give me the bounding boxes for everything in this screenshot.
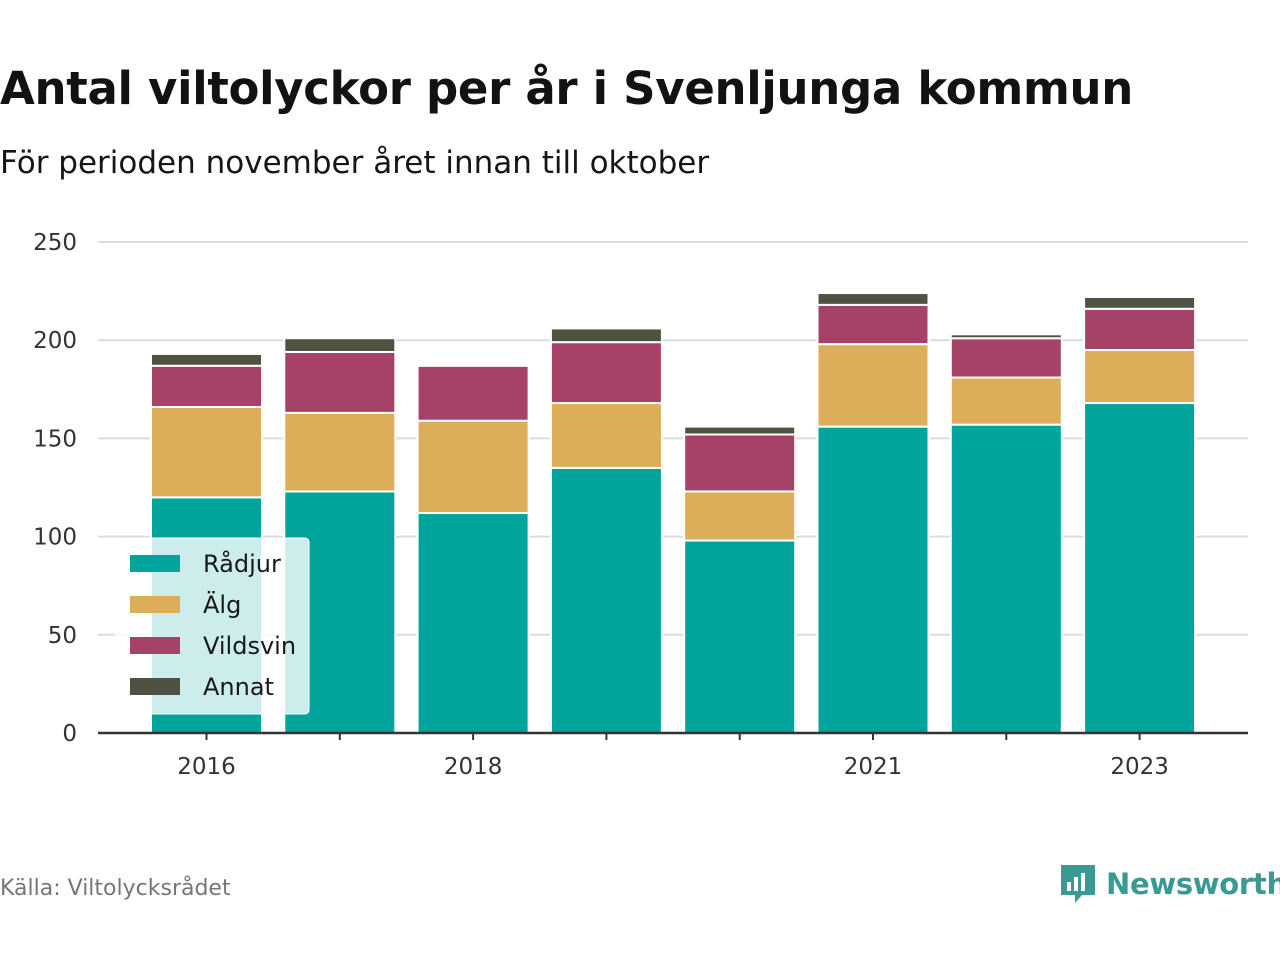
bar-segment [283, 350, 397, 414]
bar-segment [150, 352, 263, 367]
bar-segment [816, 343, 930, 428]
bar-segment [1083, 295, 1197, 310]
bar-chart-logo-icon [1061, 865, 1095, 903]
bar-segment [549, 466, 663, 734]
page-title: Antal viltolyckor per år i Svenljunga ko… [0, 62, 1134, 115]
legend-box [114, 537, 310, 715]
bar-segment [683, 425, 797, 436]
bar-segment [816, 292, 930, 306]
bar-segment [683, 433, 797, 493]
bar-segment [816, 303, 930, 346]
bar-segment [1083, 402, 1197, 734]
bar-segment [283, 411, 397, 493]
bar-segment [283, 337, 397, 353]
legend-swatch [130, 596, 180, 613]
legend-swatch [130, 637, 180, 654]
x-tick-label: 2016 [177, 754, 236, 780]
bar-segment [949, 333, 1063, 340]
bar-segment [549, 402, 663, 469]
x-tick-label: 2018 [444, 754, 503, 780]
bar-segment [949, 376, 1063, 426]
legend-label: Vildsvin [203, 632, 296, 660]
y-tick-label: 50 [48, 623, 77, 649]
bar-segment [1083, 349, 1197, 405]
x-tick-label: 2021 [844, 754, 903, 780]
y-tick-label: 200 [33, 328, 77, 354]
y-tick-label: 100 [33, 525, 77, 551]
bar-segment [416, 512, 530, 734]
legend-label: Älg [203, 590, 241, 619]
x-axis-tick-labels: 2016 2018 2021 2023 [177, 754, 1169, 780]
bar-segment [683, 490, 797, 542]
bar-segment [150, 364, 263, 408]
bar-segment [1083, 307, 1197, 352]
bar-segment [949, 337, 1063, 379]
bar-segment [683, 539, 797, 735]
page-subtitle: För perioden november året innan till ok… [0, 145, 710, 181]
legend-label: Rådjur [203, 549, 281, 578]
legend[interactable]: Rådjur Älg Vildsvin Annat [114, 537, 310, 715]
bar-segment [549, 327, 663, 344]
legend-swatch [130, 555, 180, 572]
brand[interactable]: Newsworthy [1058, 862, 1280, 906]
x-tick-label: 2023 [1110, 754, 1169, 780]
y-axis-tick-labels: 0 50 100 150 200 250 [33, 230, 77, 747]
bar-segment [150, 405, 263, 499]
legend-swatch [130, 678, 180, 695]
legend-label: Annat [203, 673, 274, 701]
bar-segment [816, 425, 930, 734]
brand-name: Newsworthy [1106, 867, 1280, 901]
bar-segment [416, 364, 530, 422]
bar-segment [549, 341, 663, 405]
bar-segment [416, 362, 530, 367]
y-tick-label: 0 [62, 721, 77, 747]
bar-segment [949, 423, 1063, 734]
y-tick-label: 150 [33, 426, 77, 452]
source-note: Källa: Viltolycksrådet [0, 876, 231, 901]
y-tick-label: 250 [33, 230, 77, 256]
bar-segment [416, 419, 530, 515]
x-axis [98, 731, 1248, 740]
